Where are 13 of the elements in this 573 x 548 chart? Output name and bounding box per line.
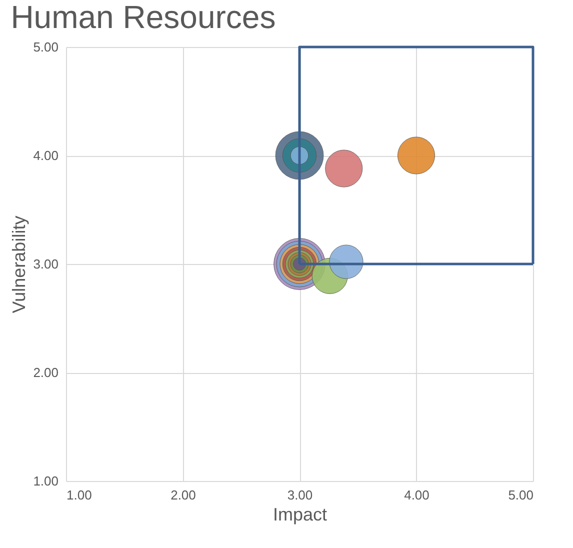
y-axis-title: Vulnerability — [9, 216, 30, 314]
x-tick-label: 2.00 — [170, 488, 196, 502]
x-tick-label: 1.00 — [66, 488, 92, 502]
y-tick-label: 4.00 — [33, 148, 58, 163]
chart-title: Human Resources — [10, 0, 276, 35]
x-axis-title: Impact — [272, 504, 328, 524]
y-tick-label: 5.00 — [33, 40, 58, 54]
x-tick-label: 5.00 — [508, 488, 534, 502]
y-tick-label: 2.00 — [33, 365, 58, 380]
y-tick-label: 3.00 — [33, 256, 58, 272]
x-tick-label: 4.00 — [404, 488, 430, 502]
x-tick-label: 3.00 — [287, 488, 313, 502]
y-tick-label: 1.00 — [33, 474, 58, 488]
